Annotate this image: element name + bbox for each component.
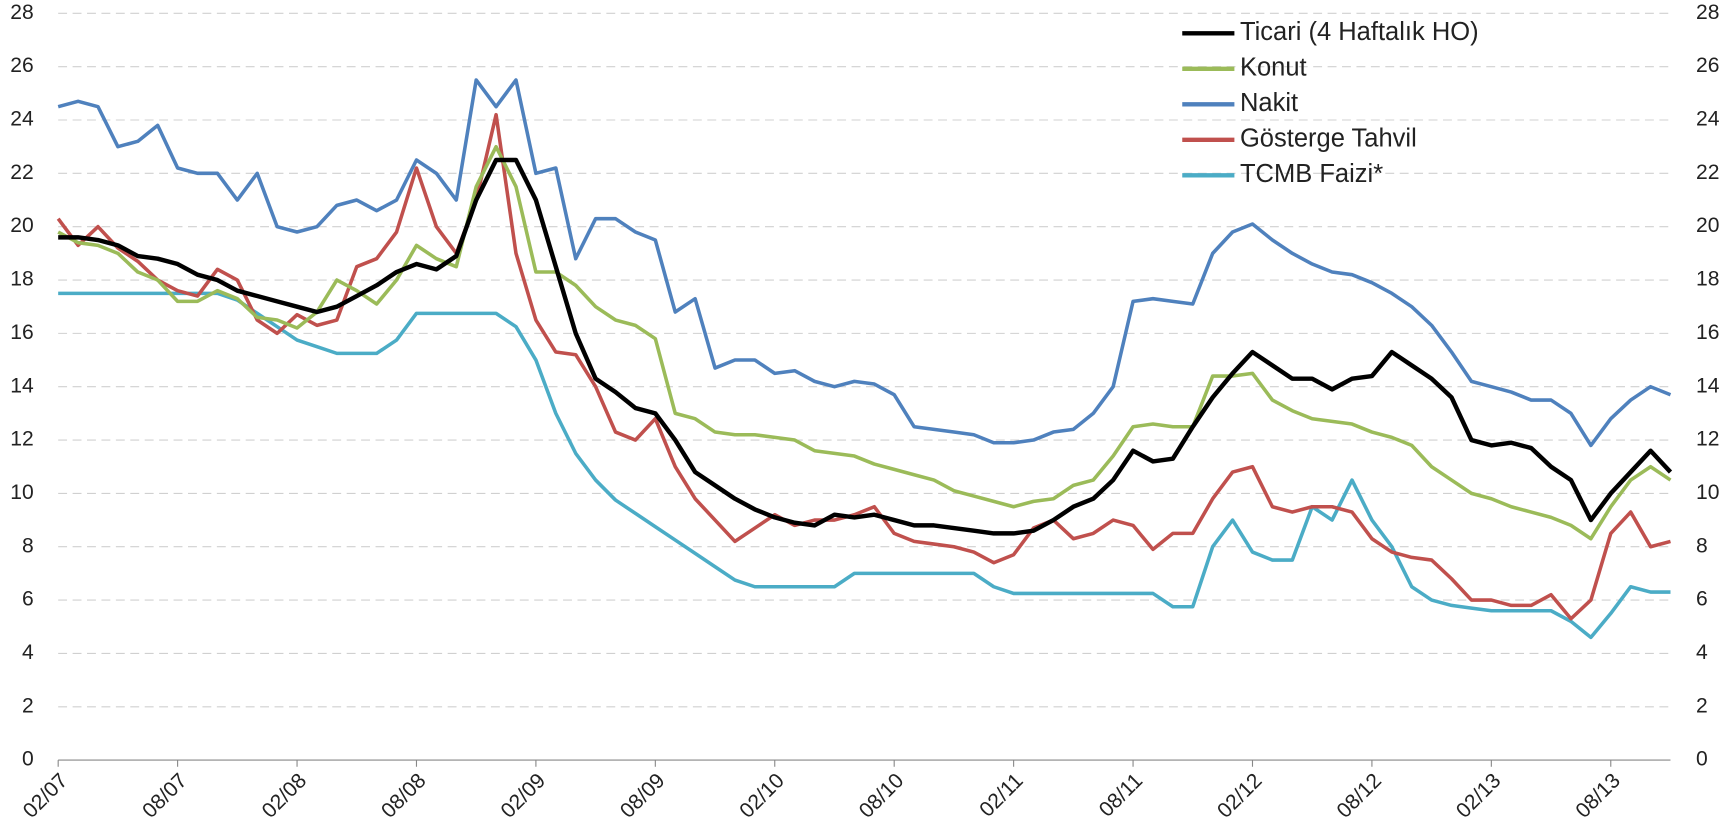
x-tick-label: 02/08 <box>258 769 312 823</box>
y-tick-label: 10 <box>10 481 33 504</box>
y2-tick-label: 24 <box>1696 108 1720 131</box>
legend-label: Konut <box>1240 54 1307 82</box>
y2-tick-label: 14 <box>1696 374 1720 397</box>
y-tick-label: 6 <box>22 588 34 611</box>
y-tick-label: 4 <box>22 641 34 664</box>
y2-tick-label: 0 <box>1696 748 1708 771</box>
y-tick-label: 26 <box>10 54 33 77</box>
y-tick-label: 2 <box>22 694 34 717</box>
y2-tick-label: 4 <box>1696 641 1708 664</box>
y-tick-label: 14 <box>10 374 34 397</box>
y2-tick-label: 26 <box>1696 54 1719 77</box>
y2-tick-label: 28 <box>1696 1 1719 24</box>
x-tick-label: 02/10 <box>735 769 789 823</box>
x-tick-label: 08/10 <box>855 769 909 823</box>
y2-tick-label: 16 <box>1696 321 1719 344</box>
y-tick-label: 24 <box>10 108 34 131</box>
series-line <box>56 112 1671 621</box>
y2-tick-label: 22 <box>1696 161 1719 184</box>
y2-tick-label: 12 <box>1696 428 1719 451</box>
y-tick-label: 28 <box>10 1 33 24</box>
x-tick-label: 08/13 <box>1571 769 1625 823</box>
x-tick-label: 02/07 <box>19 769 73 823</box>
y2-tick-label: 8 <box>1696 534 1708 557</box>
y-tick-label: 12 <box>10 428 33 451</box>
series-line <box>57 144 1672 541</box>
legend-label: Ticari (4 Haftalık HO) <box>1240 18 1479 46</box>
series-line <box>57 78 1672 448</box>
y-tick-label: 8 <box>22 534 34 557</box>
y-tick-label: 22 <box>10 161 33 184</box>
y-tick-label: 18 <box>10 268 33 291</box>
y2-tick-label: 18 <box>1696 268 1719 291</box>
y2-tick-label: 20 <box>1696 214 1719 237</box>
series-line <box>58 291 1671 640</box>
x-tick-label: 02/13 <box>1452 769 1506 823</box>
x-tick-label: 02/12 <box>1213 769 1267 823</box>
series-line <box>58 157 1673 536</box>
x-tick-label: 08/07 <box>138 769 192 823</box>
x-tick-label: 08/11 <box>1095 769 1147 821</box>
y-tick-label: 20 <box>10 214 33 237</box>
x-tick-label: 02/11 <box>975 769 1027 821</box>
y2-tick-label: 2 <box>1696 694 1708 717</box>
y-tick-label: 0 <box>22 748 34 771</box>
x-tick-label: 02/09 <box>496 769 550 823</box>
x-tick-label: 08/09 <box>616 769 670 823</box>
x-tick-label: 08/12 <box>1332 769 1386 823</box>
legend-label: Gösterge Tahvil <box>1240 125 1417 153</box>
legend-label: Nakit <box>1240 89 1298 117</box>
y2-tick-label: 6 <box>1696 588 1708 611</box>
y2-tick-label: 10 <box>1696 481 1719 504</box>
x-tick-label: 08/08 <box>377 769 431 823</box>
legend-label: TCMB Faizi* <box>1240 160 1383 188</box>
y-tick-label: 16 <box>10 321 33 344</box>
